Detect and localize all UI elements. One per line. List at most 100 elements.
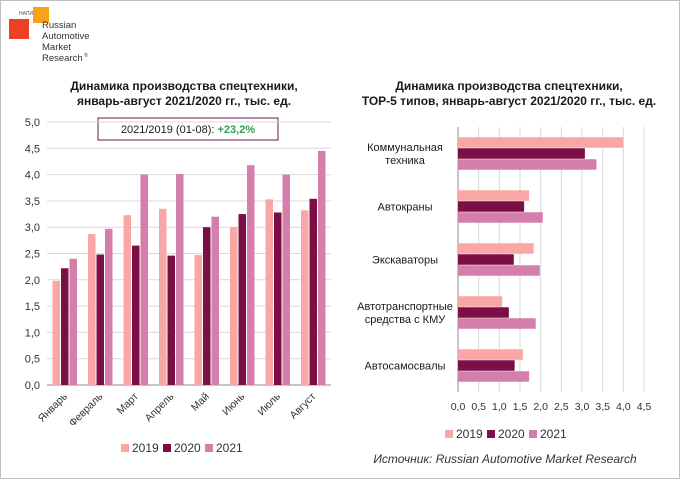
right-y-tick-label: Коммунальная [367,142,443,154]
right-legend-label: 2021 [540,427,567,441]
left-bar-2019 [88,234,96,385]
left-chart-title-line-1: Динамика производства спецтехники, [70,79,297,93]
right-y-tick-label: техника [385,155,426,167]
right-y-tick-label: Автосамосвалы [365,361,446,373]
left-bar-2020 [309,198,317,385]
left-legend-label: 2019 [132,441,159,455]
left-bar-2021 [247,165,255,385]
logo-line-4: Research [42,53,83,64]
right-x-tick-label: 0,5 [471,401,486,413]
right-x-tick-label: 4,0 [616,401,631,413]
left-bar-2019 [194,255,202,385]
left-y-tick-label: 2,5 [25,249,40,261]
left-bar-2019 [123,215,131,385]
left-legend-swatch-2021 [205,444,213,452]
right-bar-2021 [458,212,543,223]
right-x-tick-label: 4,5 [637,401,652,413]
right-x-tick-label: 1,5 [513,401,528,413]
right-y-tick-label: средства с КМУ [365,314,446,326]
left-legend-label: 2020 [174,441,201,455]
right-x-tick-label: 2,5 [554,401,569,413]
logo-line-2: Automotive [42,31,90,42]
left-bar-2021 [140,174,148,385]
right-bar-2021 [458,159,597,170]
left-y-tick-label: 5,0 [25,117,40,129]
right-y-tick-label: Автокраны [378,202,433,214]
right-legend: 2019 2020 2021 [445,427,567,441]
logo-registered-mark: ® [84,52,88,59]
left-bar-2019 [301,210,309,385]
right-x-tick-label: 3,0 [575,401,590,413]
right-x-tick-label: 1,0 [492,401,507,413]
right-legend-swatch-2021 [529,430,537,438]
logo-line-1: Russian [42,20,76,31]
left-x-tick-label: Июнь [220,390,248,418]
logo: НАПИ Russian Automotive Market Research … [9,7,90,64]
left-bar-2019 [265,199,273,385]
right-bar-2021 [458,265,540,276]
right-bar-2019 [458,137,624,148]
logo-orange-square [33,7,49,23]
logo-red-square [9,19,29,39]
left-x-tick-label: Июль [255,390,283,418]
right-legend-swatch-2019 [445,430,453,438]
left-y-tick-label: 4,0 [25,170,40,182]
right-x-tick-label: 2,0 [533,401,548,413]
left-y-tick-label: 1,5 [25,301,40,313]
left-bar-2021 [69,258,77,385]
left-legend-label: 2021 [216,441,243,455]
left-legend-swatch-2020 [163,444,171,452]
left-x-tick-label: Май [189,391,212,414]
right-legend-label: 2019 [456,427,483,441]
left-bar-2020 [274,212,282,385]
right-bar-2020 [458,148,585,159]
right-y-tick-label: Автотранспортные [357,301,453,313]
right-bar-2019 [458,296,503,307]
right-chart-title-line-1: Динамика производства спецтехники, [395,79,622,93]
left-y-tick-label: 0,0 [25,380,40,392]
left-bar-2021 [105,228,113,385]
left-bar-2021 [176,174,184,385]
right-bar-2019 [458,243,534,254]
left-bar-2020 [167,255,175,385]
left-x-tick-label: Август [288,391,319,422]
left-y-tick-label: 3,5 [25,196,40,208]
right-bar-2021 [458,371,530,382]
left-bar-2020 [203,227,211,385]
left-x-tick-label: Февраль [67,390,106,429]
logo-badge: НАПИ [19,11,33,17]
left-y-tick-label: 1,0 [25,327,40,339]
right-chart: 0,0 0,5 1,0 1,5 2,0 2,5 3,0 3,5 4,0 4,5 Коммунальн… [357,127,651,441]
right-legend-swatch-2020 [487,430,495,438]
left-bar-2021 [211,216,219,385]
left-y-tick-label: 0,5 [25,354,40,366]
left-y-tick-label: 3,0 [25,222,40,234]
right-bar-2020 [458,360,515,371]
left-legend-swatch-2019 [121,444,129,452]
left-y-tick-label: 2,0 [25,275,40,287]
right-x-tick-label: 0,0 [451,401,466,413]
left-bar-2019 [159,208,167,385]
annotation-frame [97,117,279,141]
left-bar-2020 [96,254,104,385]
right-bar-2019 [458,190,530,201]
right-bar-2021 [458,318,536,329]
left-bar-2021 [282,174,290,385]
left-x-tick-label: Март [115,391,141,417]
right-bar-2020 [458,201,525,212]
right-bar-2020 [458,254,514,265]
right-legend-label: 2020 [498,427,525,441]
right-chart-title-line-2: ТОР-5 типов, январь-август 2021/2020 гг.… [362,94,656,108]
left-bar-2020 [132,245,140,385]
source-note: Источник: Russian Automotive Market Rese… [373,452,637,466]
left-chart-title-line-2: январь-август 2021/2020 гг., тыс. ед. [77,94,291,108]
right-bar-2020 [458,307,509,318]
left-bar-2019 [52,280,60,385]
growth-annotation: 2021/2019 (01-08): +23,2% [97,117,279,141]
logo-line-3: Market [42,42,71,53]
annotation-prefix: 2021/2019 (01-08): [121,124,218,136]
left-legend: 2019 2020 2021 [121,441,243,455]
left-bar-2019 [230,227,238,385]
